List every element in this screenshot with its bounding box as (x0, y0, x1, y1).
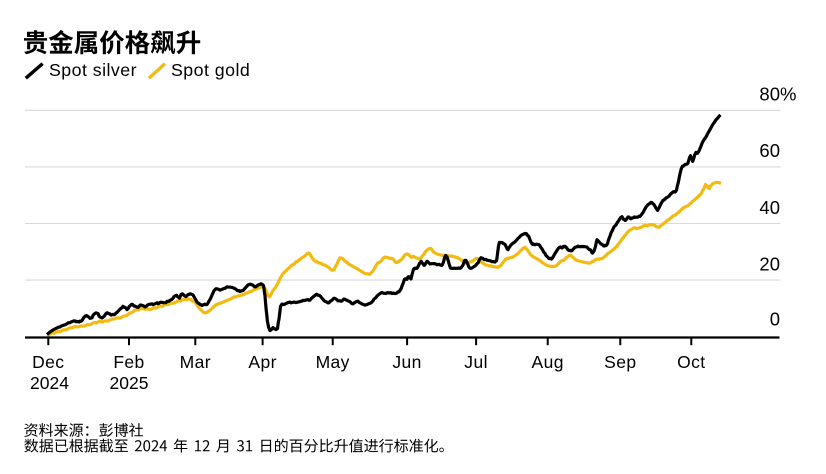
svg-text:20: 20 (759, 253, 780, 274)
svg-text:May: May (316, 352, 350, 372)
svg-text:Apr: Apr (248, 352, 276, 372)
svg-text:40: 40 (759, 197, 780, 218)
svg-text:80: 80 (759, 84, 780, 105)
svg-text:2025: 2025 (110, 373, 149, 393)
svg-text:%: % (780, 84, 796, 105)
svg-text:Aug: Aug (532, 352, 564, 372)
svg-text:Sep: Sep (604, 352, 636, 372)
svg-text:Spot gold: Spot gold (171, 60, 250, 80)
svg-text:2024: 2024 (30, 373, 69, 393)
svg-text:Mar: Mar (180, 352, 211, 372)
svg-text:Spot silver: Spot silver (49, 60, 137, 80)
svg-text:0: 0 (770, 308, 780, 329)
svg-text:Jun: Jun (392, 352, 421, 372)
svg-text:Dec: Dec (32, 352, 64, 372)
svg-text:Jul: Jul (464, 352, 488, 372)
svg-text:Oct: Oct (677, 352, 705, 372)
svg-text:60: 60 (759, 140, 780, 161)
svg-text:Feb: Feb (113, 352, 144, 372)
